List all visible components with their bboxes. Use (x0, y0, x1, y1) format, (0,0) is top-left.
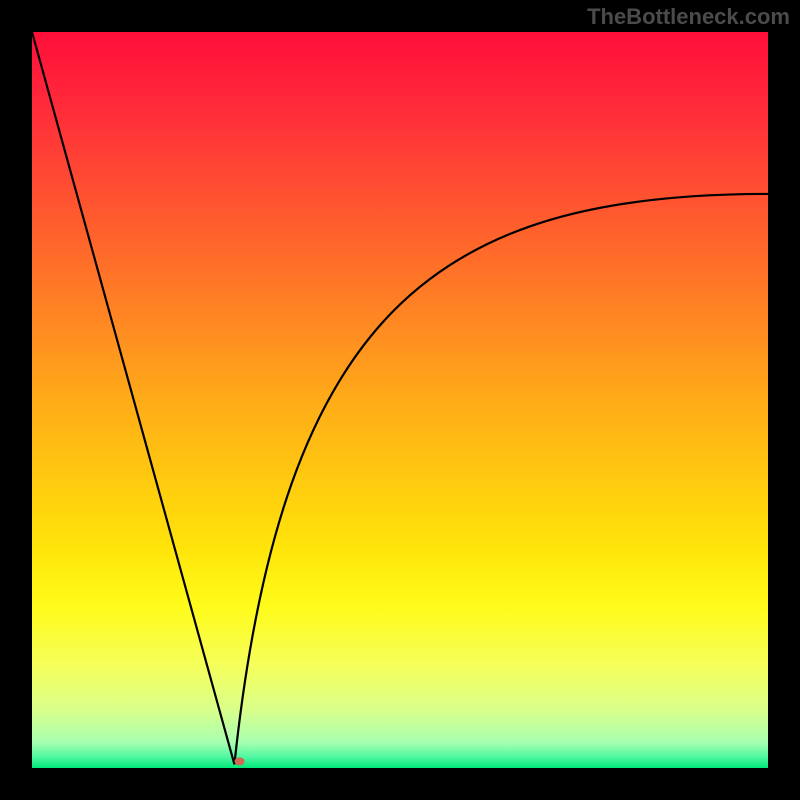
chart-plot-area (32, 32, 768, 768)
optimum-marker (235, 757, 245, 765)
chart-container: TheBottleneck.com (0, 0, 800, 800)
bottleneck-chart (0, 0, 800, 800)
watermark-text: TheBottleneck.com (587, 4, 790, 30)
